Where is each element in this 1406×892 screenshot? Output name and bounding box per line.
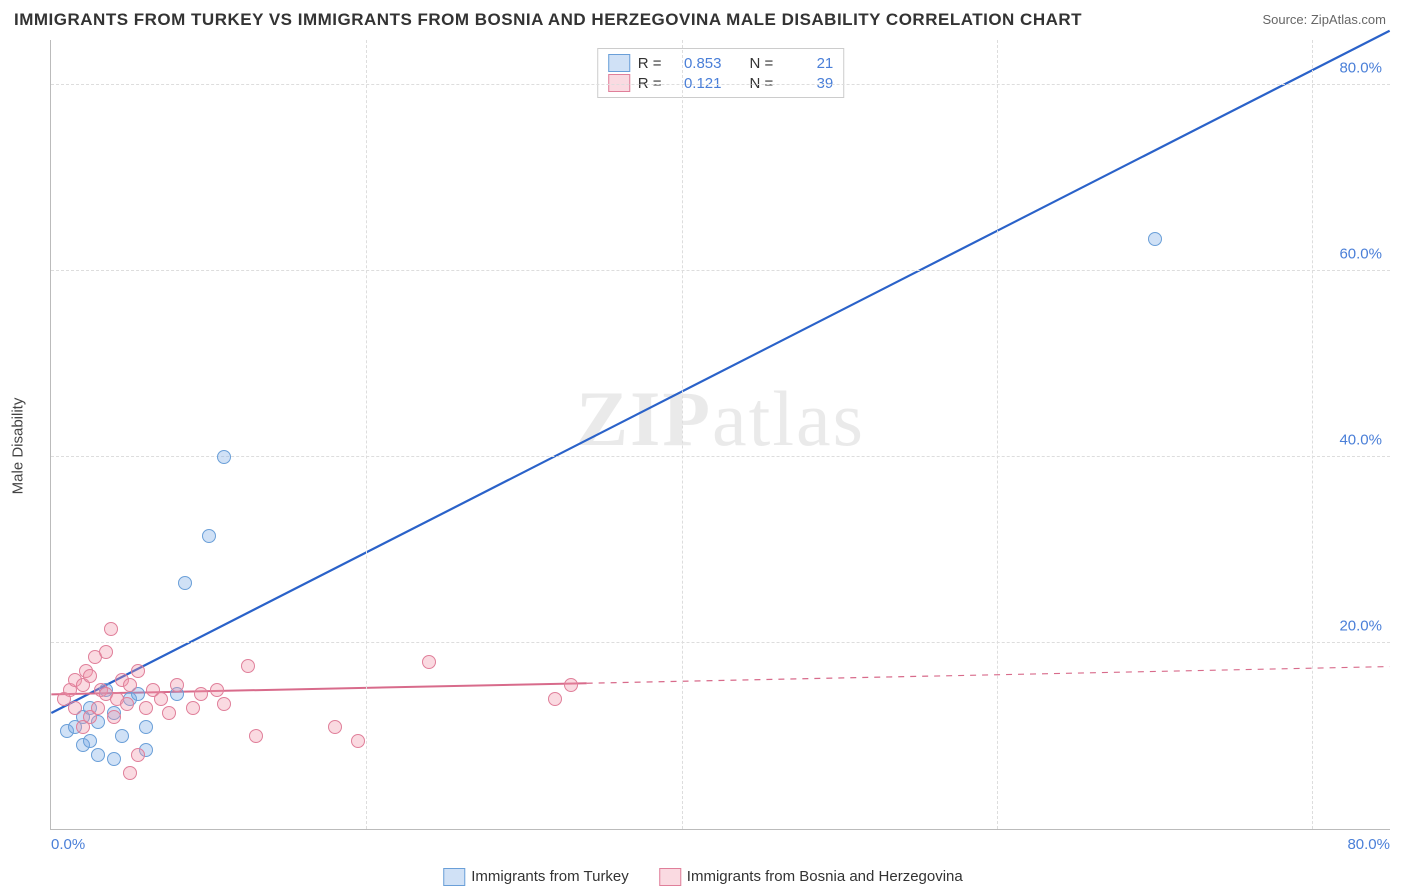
data-point-bosnia	[217, 697, 231, 711]
legend-row-turkey: R = 0.853 N = 21	[608, 53, 834, 73]
data-point-bosnia	[328, 720, 342, 734]
data-point-turkey	[202, 529, 216, 543]
data-point-bosnia	[194, 687, 208, 701]
legend-n-value: 21	[781, 55, 833, 72]
legend-label: Immigrants from Bosnia and Herzegovina	[687, 868, 963, 885]
source-link[interactable]: ZipAtlas.com	[1311, 12, 1386, 27]
regression-lines	[51, 40, 1390, 829]
gridline-v	[1312, 40, 1313, 829]
data-point-bosnia	[241, 659, 255, 673]
data-point-bosnia	[154, 692, 168, 706]
y-tick-label: 20.0%	[1339, 618, 1382, 635]
gridline-h	[51, 642, 1390, 643]
chart-title: IMMIGRANTS FROM TURKEY VS IMMIGRANTS FRO…	[14, 10, 1082, 30]
data-point-turkey	[91, 748, 105, 762]
y-axis-title: Male Disability	[10, 398, 27, 495]
data-point-turkey	[115, 729, 129, 743]
data-point-turkey	[1148, 232, 1162, 246]
data-point-bosnia	[186, 701, 200, 715]
gridline-h	[51, 456, 1390, 457]
data-point-bosnia	[123, 766, 137, 780]
data-point-bosnia	[99, 645, 113, 659]
x-tick-max: 80.0%	[1347, 836, 1390, 853]
data-point-bosnia	[162, 706, 176, 720]
data-point-turkey	[107, 752, 121, 766]
source-prefix: Source:	[1262, 12, 1310, 27]
legend-series: Immigrants from Turkey Immigrants from Bo…	[443, 868, 963, 886]
gridline-v	[682, 40, 683, 829]
gridline-v	[997, 40, 998, 829]
data-point-turkey	[139, 720, 153, 734]
gridline-h	[51, 84, 1390, 85]
legend-n-value: 39	[781, 75, 833, 92]
legend-swatch-turkey	[443, 868, 465, 886]
y-tick-label: 40.0%	[1339, 432, 1382, 449]
legend-swatch-bosnia	[608, 74, 630, 92]
data-point-bosnia	[104, 622, 118, 636]
legend-item-bosnia: Immigrants from Bosnia and Herzegovina	[659, 868, 963, 886]
data-point-bosnia	[91, 701, 105, 715]
data-point-turkey	[217, 450, 231, 464]
gridline-v	[366, 40, 367, 829]
data-point-bosnia	[210, 683, 224, 697]
legend-r-label: R =	[638, 75, 662, 92]
data-point-bosnia	[107, 710, 121, 724]
legend-item-turkey: Immigrants from Turkey	[443, 868, 629, 886]
y-tick-label: 80.0%	[1339, 60, 1382, 77]
legend-swatch-turkey	[608, 54, 630, 72]
data-point-turkey	[83, 734, 97, 748]
legend-n-label: N =	[750, 75, 774, 92]
data-point-bosnia	[131, 664, 145, 678]
data-point-bosnia	[351, 734, 365, 748]
regression-line-turkey	[51, 31, 1389, 713]
plot-area: ZIPatlas R =0.853N =21R =0.121N =39 0.0%…	[50, 40, 1390, 830]
y-tick-label: 60.0%	[1339, 246, 1382, 263]
data-point-bosnia	[83, 669, 97, 683]
source-label: Source: ZipAtlas.com	[1262, 12, 1386, 27]
legend-correlation: R = 0.853 N = 21 R = 0.121 N = 39	[597, 48, 845, 98]
data-point-bosnia	[131, 748, 145, 762]
x-tick-min: 0.0%	[51, 836, 85, 853]
gridline-h	[51, 270, 1390, 271]
legend-row-bosnia: R = 0.121 N = 39	[608, 73, 834, 93]
legend-n-label: N =	[750, 55, 774, 72]
data-point-bosnia	[123, 678, 137, 692]
data-point-bosnia	[548, 692, 562, 706]
legend-r-label: R =	[638, 55, 662, 72]
regression-line-ext-bosnia	[587, 667, 1390, 684]
data-point-bosnia	[68, 701, 82, 715]
legend-swatch-bosnia	[659, 868, 681, 886]
data-point-bosnia	[249, 729, 263, 743]
data-point-bosnia	[170, 678, 184, 692]
data-point-bosnia	[120, 697, 134, 711]
legend-label: Immigrants from Turkey	[471, 868, 629, 885]
data-point-bosnia	[422, 655, 436, 669]
data-point-bosnia	[564, 678, 578, 692]
data-point-bosnia	[139, 701, 153, 715]
data-point-turkey	[178, 576, 192, 590]
legend-r-value: 0.121	[670, 75, 722, 92]
legend-r-value: 0.853	[670, 55, 722, 72]
